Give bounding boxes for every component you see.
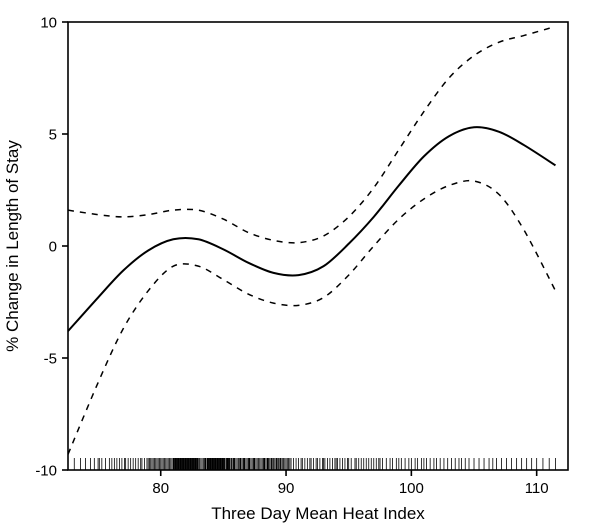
y-axis-label: % Change in Length of Stay <box>3 140 22 352</box>
svg-text:-5: -5 <box>44 350 57 367</box>
svg-text:100: 100 <box>399 480 424 497</box>
svg-text:10: 10 <box>40 14 57 31</box>
chart-container: 80 90 100 110 -10 -5 0 5 10 Three Day Mean Heat I… <box>0 0 591 529</box>
svg-text:0: 0 <box>49 238 57 255</box>
svg-text:5: 5 <box>49 126 57 143</box>
x-axis-label: Three Day Mean Heat Index <box>211 504 425 523</box>
line-chart: 80 90 100 110 -10 -5 0 5 10 Three Day Mean Heat I… <box>0 0 591 529</box>
svg-text:110: 110 <box>525 480 549 497</box>
svg-text:90: 90 <box>278 480 295 497</box>
svg-text:-10: -10 <box>35 462 57 479</box>
svg-text:80: 80 <box>152 480 169 497</box>
